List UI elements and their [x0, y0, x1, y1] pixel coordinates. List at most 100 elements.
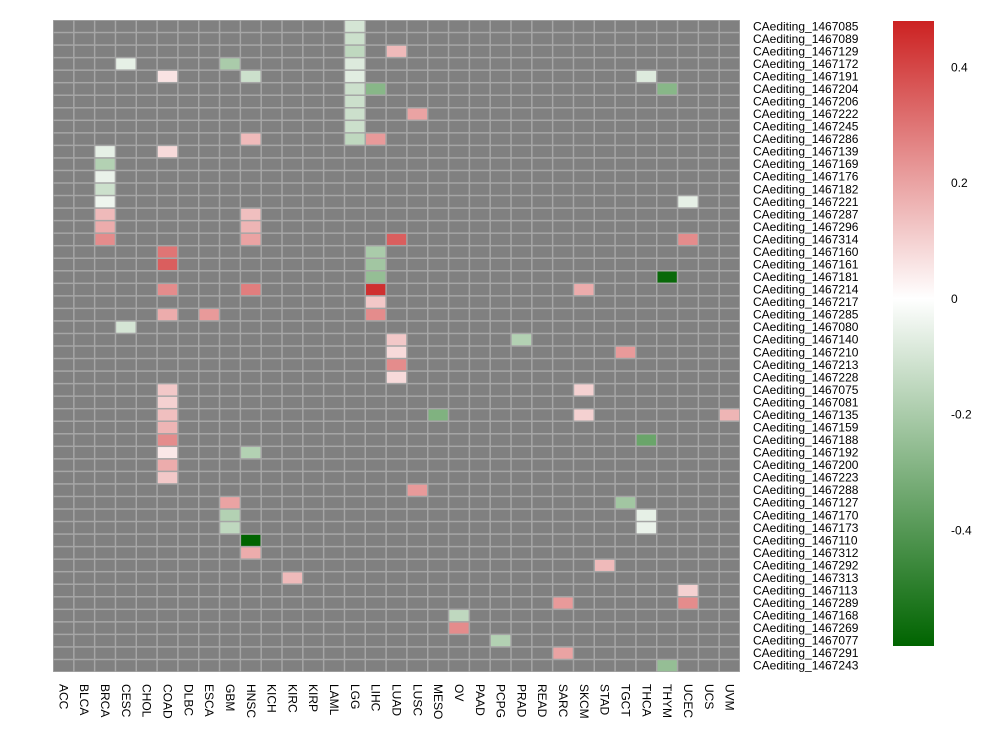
heatmap-cell-empty [595, 95, 615, 108]
heatmap-cell-empty [553, 472, 573, 484]
heatmap-cell [241, 221, 261, 233]
heatmap-cell-empty [366, 158, 386, 170]
heatmap-cell-empty [157, 221, 178, 233]
heatmap-cell-empty [595, 509, 615, 521]
heatmap-cell-empty [220, 371, 240, 383]
heatmap-cell-empty [178, 20, 198, 32]
heatmap-cell-empty [407, 384, 427, 396]
heatmap-cell-empty [470, 384, 490, 396]
heatmap-cell [116, 58, 136, 70]
heatmap-cell-empty [407, 233, 427, 245]
heatmap-cell-empty [449, 647, 469, 659]
heatmap-cell-empty [199, 233, 219, 245]
heatmap-cell-empty [116, 246, 136, 258]
heatmap-cell-empty [470, 597, 490, 609]
row-label: CAediting_1467313 [753, 571, 859, 585]
heatmap-cell-empty [345, 171, 365, 183]
heatmap-cell-empty [178, 534, 198, 546]
heatmap-cell-empty [407, 20, 427, 32]
heatmap-cell-empty [511, 434, 532, 446]
heatmap-cell-empty [282, 271, 303, 283]
heatmap-cell [595, 559, 615, 571]
heatmap-cell-empty [199, 146, 219, 158]
heatmap-cell-empty [511, 647, 532, 659]
heatmap-cell [678, 584, 698, 597]
heatmap-cell-empty [199, 196, 219, 208]
heatmap-cell-empty [511, 396, 532, 408]
heatmap-cell-empty [470, 660, 490, 672]
heatmap-cell-empty [95, 83, 115, 95]
heatmap-cell-empty [615, 522, 636, 534]
heatmap-cell-empty [74, 334, 94, 346]
heatmap-cell-empty [137, 309, 157, 321]
heatmap-cell-empty [241, 58, 261, 70]
heatmap-cell-empty [428, 660, 448, 672]
row-label: CAediting_1467139 [753, 145, 859, 159]
heatmap-cell-empty [386, 108, 407, 120]
heatmap-cell-empty [553, 83, 573, 95]
heatmap-cell [95, 221, 115, 233]
heatmap-cell-empty [261, 635, 282, 647]
heatmap-cell-empty [137, 534, 157, 546]
heatmap-cell-empty [74, 421, 94, 434]
heatmap-cell-empty [553, 70, 573, 82]
heatmap-cell-empty [699, 309, 719, 321]
heatmap-cell-empty [345, 359, 365, 371]
row-label: CAediting_1467222 [753, 107, 859, 121]
heatmap-cell-empty [116, 622, 136, 634]
heatmap-cell-empty [137, 421, 157, 434]
heatmap-cell-empty [699, 284, 719, 296]
heatmap-cell-empty [719, 497, 740, 509]
heatmap-cell-empty [178, 572, 198, 584]
heatmap-cell-empty [366, 359, 386, 371]
heatmap-cell-empty [282, 196, 303, 208]
heatmap-cell-empty [636, 83, 656, 95]
heatmap-cell-empty [595, 459, 615, 471]
heatmap-cell-empty [345, 547, 365, 559]
heatmap-cell-empty [282, 584, 303, 597]
heatmap-cell-empty [324, 271, 344, 283]
heatmap-cell-empty [74, 33, 94, 45]
heatmap-cell-empty [386, 95, 407, 108]
row-label: CAediting_1467168 [753, 609, 859, 623]
heatmap-cell-empty [178, 359, 198, 371]
heatmap-cell-empty [511, 534, 532, 546]
heatmap-cell-empty [449, 58, 469, 70]
heatmap-cell-empty [595, 296, 615, 308]
heatmap-cell-empty [324, 647, 344, 659]
heatmap-cell-empty [719, 472, 740, 484]
heatmap-cell [386, 371, 407, 383]
heatmap-cell-empty [449, 522, 469, 534]
heatmap-cell-empty [53, 421, 74, 434]
heatmap-cell-empty [74, 459, 94, 471]
heatmap-cell-empty [220, 572, 240, 584]
heatmap-cell-empty [282, 547, 303, 559]
heatmap-cell-empty [303, 497, 323, 509]
heatmap-cell-empty [324, 434, 344, 446]
heatmap-cell-empty [490, 572, 511, 584]
heatmap-cell-empty [719, 33, 740, 45]
heatmap-cell-empty [574, 497, 594, 509]
heatmap-cell-empty [657, 384, 677, 396]
heatmap-cell-empty [199, 33, 219, 45]
heatmap-cell-empty [511, 20, 532, 32]
heatmap-cell-empty [532, 321, 552, 333]
heatmap-cell-empty [470, 522, 490, 534]
heatmap-cell-empty [657, 58, 677, 70]
heatmap-cell-empty [636, 635, 656, 647]
heatmap-cell-empty [595, 20, 615, 32]
heatmap-cell-empty [137, 258, 157, 271]
heatmap-cell-empty [490, 534, 511, 546]
heatmap-cell-empty [470, 121, 490, 133]
heatmap-cell-empty [303, 271, 323, 283]
heatmap-cell-empty [449, 296, 469, 308]
heatmap-cell-empty [449, 396, 469, 408]
heatmap-cell-empty [324, 497, 344, 509]
heatmap-cell-empty [282, 321, 303, 333]
heatmap-cell-empty [595, 597, 615, 609]
heatmap-cell-empty [553, 271, 573, 283]
heatmap-cell-empty [574, 434, 594, 446]
row-label: CAediting_1467192 [753, 446, 859, 460]
heatmap-cell-empty [178, 70, 198, 82]
heatmap-cell-empty [636, 572, 656, 584]
